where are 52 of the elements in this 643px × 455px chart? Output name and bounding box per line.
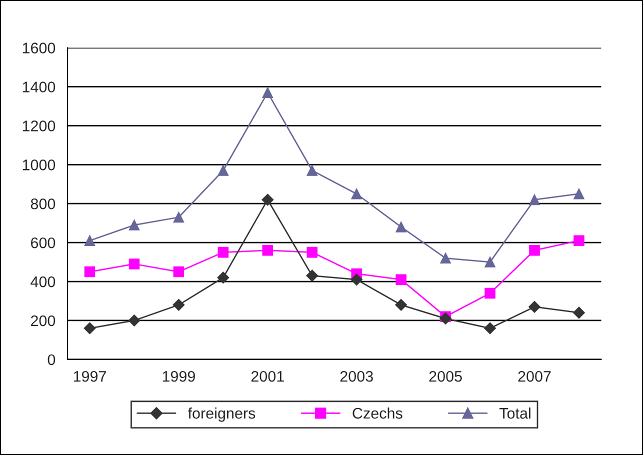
- x-tick-label: 1997: [74, 370, 106, 382]
- point: [84, 322, 96, 334]
- point: [574, 235, 584, 246]
- point: [484, 256, 496, 268]
- point: [172, 298, 185, 311]
- y-tick-label: 0: [48, 354, 56, 366]
- y-tick-label: 400: [30, 276, 56, 288]
- x-tick-label: 2001: [251, 370, 284, 382]
- y-tick-label: 800: [30, 198, 56, 210]
- y-tick-label: 200: [30, 315, 56, 326]
- point: [350, 274, 363, 286]
- point: [218, 165, 229, 176]
- point: [262, 244, 274, 256]
- point: [218, 246, 229, 258]
- point: [84, 266, 96, 278]
- point: [351, 188, 362, 200]
- y-tick-label: 1000: [22, 160, 56, 170]
- point: [573, 306, 585, 319]
- point: [528, 300, 540, 313]
- point: [173, 266, 184, 278]
- point: [84, 235, 96, 246]
- point: [440, 252, 451, 264]
- point: [262, 87, 274, 98]
- point: [529, 194, 540, 206]
- point: [484, 322, 496, 334]
- point: [396, 222, 406, 232]
- x-tick-label: 1999: [162, 370, 195, 382]
- point: [128, 220, 140, 230]
- point: [306, 165, 318, 176]
- point: [529, 244, 540, 256]
- point: [574, 188, 584, 200]
- point: [440, 312, 452, 324]
- legend-label: Total: [499, 407, 530, 419]
- point: [484, 288, 496, 299]
- x-tick-label: 2007: [518, 370, 551, 382]
- point: [128, 314, 140, 326]
- legend-label: Czechs: [352, 407, 402, 419]
- point: [306, 270, 318, 282]
- point: [262, 194, 274, 206]
- point: [128, 258, 140, 270]
- x-tick-label: 2005: [429, 370, 462, 382]
- point: [173, 212, 184, 223]
- y-tick-label: 1200: [22, 120, 56, 132]
- x-tick-label: 2003: [340, 370, 373, 382]
- legend-label: foreigners: [188, 407, 256, 422]
- point: [306, 246, 318, 258]
- y-tick-label: 600: [31, 237, 56, 248]
- y-tick-label: 1400: [22, 82, 56, 92]
- point: [395, 298, 407, 311]
- point: [396, 274, 406, 285]
- y-tick-label: 1600: [22, 42, 56, 54]
- point: [217, 272, 230, 284]
